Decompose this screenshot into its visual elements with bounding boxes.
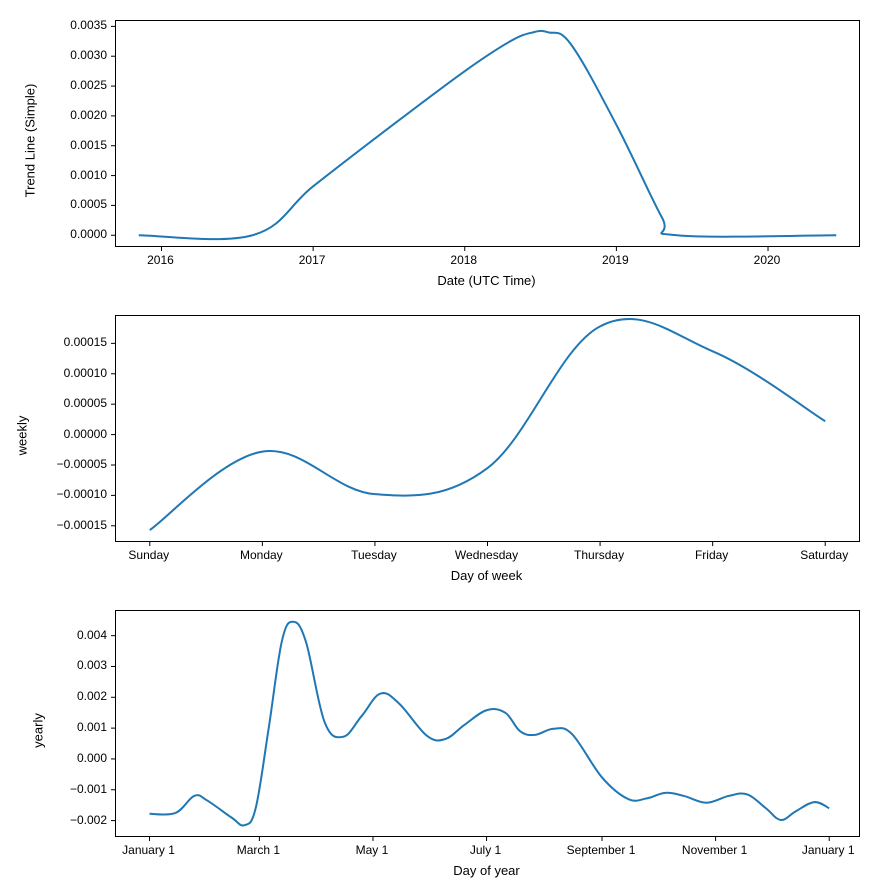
plot-svg-yearly — [116, 611, 859, 836]
xtick-label: Monday — [240, 548, 283, 562]
ytick-label: 0.0015 — [70, 138, 107, 152]
ytick-label: 0.0025 — [70, 78, 107, 92]
ylabel-weekly: weekly — [15, 415, 30, 455]
xtick-label: September 1 — [567, 843, 636, 857]
ytick-label: 0.0020 — [70, 108, 107, 122]
ytick-label: 0.00010 — [64, 366, 107, 380]
xtick-label: 2018 — [450, 253, 477, 267]
ytick-label: 0.000 — [77, 751, 107, 765]
ytick-label: −0.00005 — [57, 457, 107, 471]
xtick-label: May 1 — [356, 843, 389, 857]
subplot-trend — [115, 20, 860, 247]
ytick-label: 0.004 — [77, 628, 107, 642]
ytick-label: −0.00015 — [57, 518, 107, 532]
ylabel-trend: Trend Line (Simple) — [23, 83, 38, 197]
xlabel-weekly: Day of week — [451, 568, 523, 583]
xtick-label: Friday — [695, 548, 728, 562]
xtick-label: Saturday — [800, 548, 848, 562]
xtick-label: 2019 — [602, 253, 629, 267]
xtick-label: March 1 — [237, 843, 280, 857]
xtick-label: July 1 — [470, 843, 501, 857]
xtick-label: Thursday — [574, 548, 624, 562]
ytick-label: 0.0005 — [70, 197, 107, 211]
ytick-label: 0.001 — [77, 720, 107, 734]
ytick-label: −0.00010 — [57, 487, 107, 501]
ytick-label: 0.00005 — [64, 396, 107, 410]
plot-svg-trend — [116, 21, 859, 246]
xtick-label: Tuesday — [351, 548, 397, 562]
line-trend — [139, 31, 837, 239]
plot-svg-weekly — [116, 316, 859, 541]
ylabel-yearly: yearly — [31, 713, 46, 748]
xlabel-trend: Date (UTC Time) — [437, 273, 535, 288]
ytick-label: 0.0010 — [70, 168, 107, 182]
line-weekly — [150, 319, 825, 530]
xtick-label: 2016 — [147, 253, 174, 267]
xtick-label: 2017 — [299, 253, 326, 267]
xtick-label: November 1 — [682, 843, 747, 857]
xlabel-yearly: Day of year — [453, 863, 519, 878]
ytick-label: 0.00015 — [64, 335, 107, 349]
xtick-label: Wednesday — [455, 548, 518, 562]
ytick-label: 0.0030 — [70, 48, 107, 62]
xtick-label: 2020 — [754, 253, 781, 267]
ytick-label: 0.00000 — [64, 427, 107, 441]
xtick-label: January 1 — [802, 843, 855, 857]
chart-container: 2016 2017 2018 2019 2020 0.0000 0.0005 0.0010 0.… — [0, 0, 895, 890]
ytick-label: 0.0035 — [70, 18, 107, 32]
ytick-label: 0.0000 — [70, 227, 107, 241]
xtick-label: January 1 — [122, 843, 175, 857]
subplot-weekly — [115, 315, 860, 542]
xtick-label: Sunday — [128, 548, 169, 562]
subplot-yearly — [115, 610, 860, 837]
ytick-label: −0.001 — [70, 782, 107, 796]
ytick-label: 0.003 — [77, 658, 107, 672]
line-yearly — [150, 622, 830, 826]
ytick-label: 0.002 — [77, 689, 107, 703]
ytick-label: −0.002 — [70, 813, 107, 827]
